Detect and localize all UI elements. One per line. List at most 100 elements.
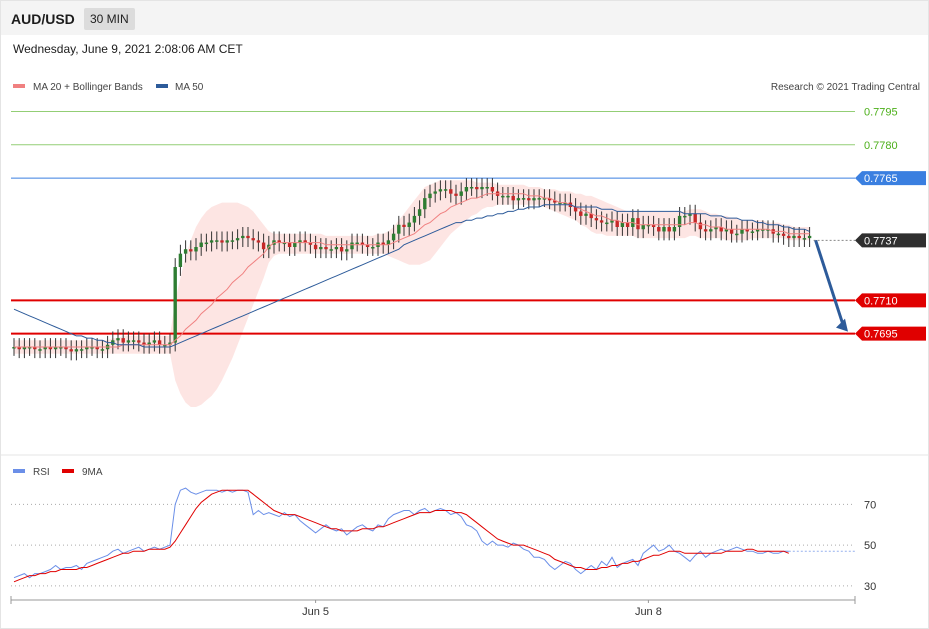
bollinger-band xyxy=(14,180,810,407)
candle-body xyxy=(199,242,203,247)
candle-body xyxy=(641,224,645,230)
candle-body xyxy=(142,342,146,345)
candle-body xyxy=(402,224,406,227)
candle-body xyxy=(599,220,604,223)
candle-body xyxy=(59,347,63,349)
candle-body xyxy=(355,242,359,245)
candle-body xyxy=(636,218,640,230)
candle-body xyxy=(542,198,547,200)
symbol-title: AUD/USD xyxy=(11,11,75,27)
candle-body xyxy=(443,189,448,191)
candle-body xyxy=(563,202,567,205)
ma50-legend-label: MA 50 xyxy=(175,82,204,93)
candle-body xyxy=(532,198,536,201)
candle-body xyxy=(449,189,453,194)
candle-body xyxy=(683,215,687,218)
candle-body xyxy=(662,227,666,232)
candle-body xyxy=(667,227,671,232)
candle-body xyxy=(126,340,131,343)
candle-body xyxy=(225,240,229,243)
candle-body xyxy=(719,227,723,232)
candle-body xyxy=(703,229,708,232)
candle-body xyxy=(501,195,505,198)
timeframe-badge[interactable]: 30 MIN xyxy=(84,8,135,30)
candle-body xyxy=(407,222,411,227)
candle-body xyxy=(511,195,515,201)
level-tag-0.7795: 0.7795 xyxy=(864,106,898,118)
candle-body xyxy=(298,240,302,243)
candle-body xyxy=(287,242,292,247)
candle-body xyxy=(490,187,495,192)
candle-body xyxy=(605,222,609,225)
candle-body xyxy=(251,238,255,241)
candle-body xyxy=(755,229,760,232)
candle-body xyxy=(261,242,266,250)
candle-body xyxy=(506,195,510,198)
level-tag-bg-0.7695 xyxy=(855,326,926,341)
candle-body xyxy=(423,198,427,210)
candle-body xyxy=(761,229,765,231)
candle-body xyxy=(729,229,734,234)
rsi-tick-70: 70 xyxy=(864,499,876,511)
candle-body xyxy=(313,244,318,250)
candle-body xyxy=(345,249,349,252)
candle-body xyxy=(246,235,250,239)
candle-body xyxy=(303,240,307,243)
candle-body xyxy=(220,240,224,243)
candle-body xyxy=(553,200,557,203)
candle-body xyxy=(792,235,796,239)
candle-body xyxy=(85,347,89,350)
candle-body xyxy=(516,198,521,201)
candle-body xyxy=(527,198,531,201)
candle-body xyxy=(480,187,484,190)
ma50-line xyxy=(13,204,810,348)
chart-datetime: Wednesday, June 9, 2021 2:08:06 AM CET xyxy=(13,42,243,56)
candle-body xyxy=(485,187,489,189)
candle-body xyxy=(521,198,526,200)
candle-body xyxy=(95,347,99,350)
candle-body xyxy=(100,349,105,351)
candle-body xyxy=(464,187,469,192)
candle-body xyxy=(319,247,323,250)
candle-body xyxy=(22,347,27,350)
candle-body xyxy=(469,187,474,189)
ma20-line xyxy=(14,193,810,348)
candle-body xyxy=(417,209,422,216)
level-tag-0.7710: 0.7710 xyxy=(864,295,898,307)
x-label-jun-5: Jun 5 xyxy=(302,606,329,618)
candle-body xyxy=(293,242,297,247)
candle-body xyxy=(173,267,177,343)
candle-body xyxy=(475,187,479,190)
level-tag-0.7695: 0.7695 xyxy=(864,329,898,341)
candle-body xyxy=(807,235,812,239)
candle-body xyxy=(698,222,703,230)
ma20-legend-swatch xyxy=(13,84,25,88)
candle-body xyxy=(672,227,677,232)
candle-body xyxy=(204,242,209,245)
level-tag-0.7780: 0.7780 xyxy=(864,140,898,152)
candle-body xyxy=(152,340,157,343)
candle-body xyxy=(69,349,73,352)
candle-body xyxy=(230,240,235,242)
candle-body xyxy=(90,347,94,349)
projection-arrowhead xyxy=(836,318,848,332)
candle-body xyxy=(79,349,84,351)
candle-body xyxy=(391,233,396,241)
ma50-legend-swatch xyxy=(156,84,168,88)
candle-body xyxy=(43,347,47,350)
candle-body xyxy=(350,242,354,250)
rsi-ma-line xyxy=(13,489,789,583)
rsi-tick-50: 50 xyxy=(864,540,876,552)
candle-body xyxy=(64,347,68,350)
candle-body xyxy=(412,215,417,223)
candle-body xyxy=(584,213,588,216)
candle-body xyxy=(693,213,697,223)
candle-body xyxy=(163,344,167,347)
candle-body xyxy=(776,233,781,236)
candle-body xyxy=(33,347,37,350)
candle-body xyxy=(735,233,739,236)
candle-body xyxy=(12,347,16,349)
candle-body xyxy=(802,238,807,240)
level-tag-bg-0.7765 xyxy=(855,171,926,186)
